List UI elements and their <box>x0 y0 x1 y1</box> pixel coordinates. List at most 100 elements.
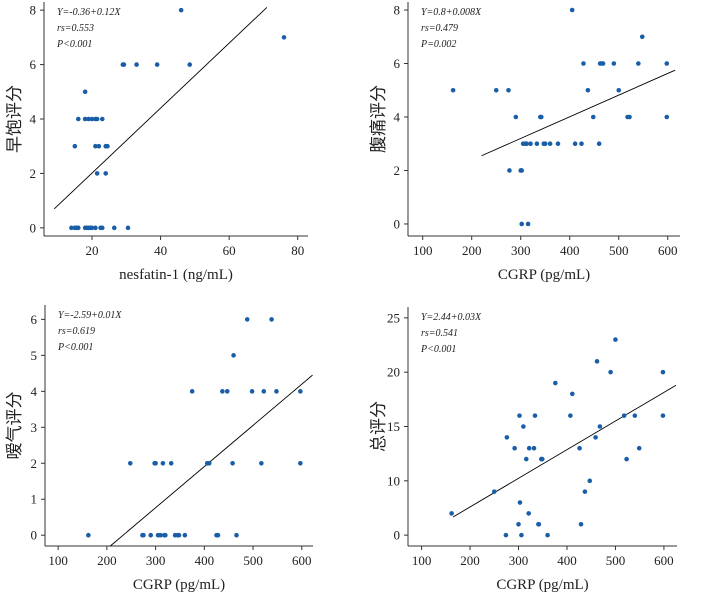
x-tick-label: 60 <box>223 243 236 258</box>
y-axis-label: 总评分 <box>369 401 388 452</box>
y-tick-label: 4 <box>30 112 37 127</box>
data-point <box>103 171 109 176</box>
data-point <box>298 460 303 466</box>
data-point <box>578 521 584 527</box>
panel-3: 100 200 300 400 500 600 0 1 2 3 4 5 6 CGRP (pg/mL) 嗳气评… <box>5 305 313 593</box>
data-point <box>613 337 618 342</box>
data-point <box>579 141 584 147</box>
data-point <box>525 221 531 227</box>
data-point <box>230 460 235 466</box>
data-point <box>249 389 255 394</box>
data-point <box>89 116 95 122</box>
data-point <box>261 389 267 394</box>
data-point <box>555 141 561 147</box>
y-tick-label: 25 <box>387 310 400 325</box>
y-tick-label: 0 <box>31 528 38 543</box>
y-tick-label: 6 <box>394 56 401 71</box>
y-tick-label: 3 <box>31 420 38 435</box>
data-point <box>231 353 236 358</box>
data-point <box>542 141 548 147</box>
data-point <box>148 532 154 538</box>
data-point <box>577 445 582 451</box>
data-point <box>189 389 195 394</box>
y-axis-label: 早饱评分 <box>5 85 24 153</box>
data-point <box>581 61 586 66</box>
data-point <box>127 460 133 466</box>
data-point <box>160 460 166 466</box>
data-point <box>516 521 521 527</box>
data-point <box>168 460 174 466</box>
data-point <box>506 87 511 93</box>
data-point <box>298 389 303 394</box>
data-point <box>587 478 593 484</box>
data-point <box>94 171 100 176</box>
data-point <box>536 521 542 527</box>
x-tick-label: 100 <box>48 553 68 568</box>
stat-annotation: P<0.001 <box>57 342 93 353</box>
stat-annotation: Y=0.8+0.008X <box>421 7 482 18</box>
data-point <box>517 413 522 418</box>
data-point <box>539 456 545 462</box>
data-point <box>491 489 497 494</box>
y-tick-label: 5 <box>31 348 38 363</box>
data-point <box>163 532 168 538</box>
stat-annotation: rs=0.553 <box>57 23 94 34</box>
data-point <box>93 143 98 149</box>
data-point <box>141 532 146 538</box>
stat-annotation: P<0.001 <box>420 344 456 355</box>
data-point <box>105 143 110 149</box>
x-tick-label: 400 <box>557 553 577 568</box>
y-tick-label: 2 <box>31 456 38 471</box>
data-point <box>72 143 78 149</box>
data-point <box>624 456 629 462</box>
x-tick-label: 400 <box>195 553 215 568</box>
y-tick-label: 10 <box>387 473 400 488</box>
data-point <box>639 34 645 40</box>
data-point <box>82 116 88 122</box>
data-point <box>94 116 100 122</box>
data-point <box>93 225 98 231</box>
stat-annotation: Y=-0.36+0.12X <box>57 7 121 18</box>
data-point <box>524 141 529 147</box>
y-tick-label: 0 <box>30 220 37 235</box>
data-point <box>220 389 225 394</box>
data-point <box>611 61 617 66</box>
data-point <box>593 435 598 440</box>
stat-annotation: Y=-2.59+0.01X <box>58 310 122 321</box>
x-tick-label: 40 <box>154 243 167 258</box>
data-point <box>597 424 603 429</box>
x-tick-label: 500 <box>609 243 629 258</box>
y-tick-label: 4 <box>394 109 401 124</box>
stat-annotation: P=0.002 <box>420 39 456 50</box>
data-point <box>182 532 188 538</box>
data-point <box>636 61 641 66</box>
x-tick-label: 300 <box>511 243 531 258</box>
y-tick-label: 4 <box>31 384 38 399</box>
regression-line <box>110 374 313 547</box>
x-tick-label: 200 <box>462 243 482 258</box>
stat-annotation: Y=2.44+0.03X <box>421 312 482 323</box>
y-tick-label: 8 <box>30 3 37 18</box>
data-point <box>450 87 456 93</box>
data-point <box>176 532 182 538</box>
data-point <box>96 143 102 149</box>
y-tick-label: 15 <box>387 419 400 434</box>
data-point <box>590 114 596 120</box>
stat-annotation: rs=0.619 <box>58 326 95 337</box>
data-point <box>274 389 279 394</box>
data-point <box>582 489 588 494</box>
x-axis-label: CGRP (pg/mL) <box>496 577 588 593</box>
data-point <box>660 413 666 418</box>
data-point <box>82 89 88 95</box>
data-point <box>600 61 606 66</box>
data-point <box>570 391 575 397</box>
data-point <box>585 87 591 93</box>
y-tick-label: 2 <box>394 163 401 178</box>
data-point <box>519 168 525 173</box>
x-axis-label: CGRP (pg/mL) <box>133 577 225 593</box>
data-point <box>158 532 163 538</box>
data-point <box>86 532 91 538</box>
x-tick-label: 400 <box>560 243 580 258</box>
data-point <box>89 225 95 231</box>
